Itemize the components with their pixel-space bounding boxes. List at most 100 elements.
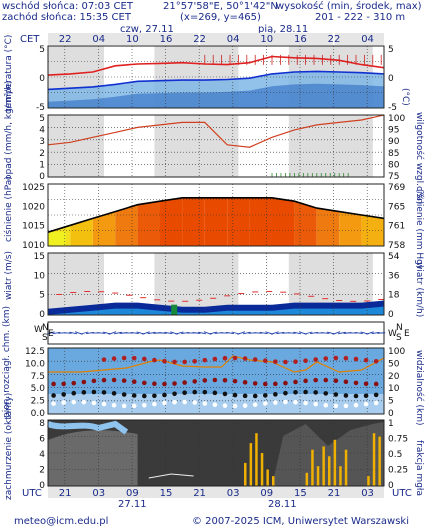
cover-tick-left: 0 [39,481,45,491]
wind-arrow [321,332,330,334]
cloud-dot [303,358,308,364]
cover-tick-right: 0.5 [388,450,402,460]
pressure-area [160,197,183,246]
bottom-hour-label: 21 [327,488,341,499]
wind-peak-bar [171,304,178,315]
fog-bar [311,449,314,486]
wind-arrow [147,331,156,335]
cloud-dot [51,381,56,387]
top-hour-label: 04 [226,34,240,45]
wind-arrow [69,331,78,335]
cloud-dot [353,393,359,399]
cloud-dot [373,400,379,406]
cover-tick-left: 2 [39,466,45,476]
cloud-dot [61,400,66,405]
wind-arrow [304,331,313,335]
fog-bar [305,472,309,486]
pres-tick-right: 761 [388,222,405,232]
cloud-dot [363,393,369,399]
wind-tick-left: 10 [34,271,46,281]
cloud-dot [232,355,238,361]
cloud-dot [121,355,127,361]
cloud-dot [252,393,258,399]
temp-tick-left: 0 [39,74,45,84]
cloud-dot [111,391,117,396]
wind-arrow [276,331,285,335]
cloud-dot [313,401,318,407]
cloud-dot [111,356,117,361]
precip-label: opad (mm/h, kg/m²/h) [4,80,14,180]
cloud-dot [242,393,248,399]
cloud-dot [293,379,298,385]
cloud-dot [343,355,349,361]
wind-arrow [237,331,246,335]
footer-email[interactable]: meteo@icm.edu.pl [14,516,109,527]
bottom-hour-label: 21 [58,488,72,499]
cloud-dot [252,402,258,408]
day-sep [332,33,335,45]
cloud-dot [121,392,127,397]
top-day2: pią, 28.11 [258,24,309,35]
pressure-area [137,201,160,246]
cloud-dot [373,381,379,387]
pressure-area [70,218,93,246]
precip-border [47,114,385,178]
cloud-dot [101,357,107,362]
cloud-dot [373,358,379,364]
precip-tick-left: 2 [39,149,45,159]
cover-tick-right: 0 [388,481,394,491]
pres-tick-left: 1015 [22,222,45,232]
cloud-dot [232,403,238,409]
pres-tick-right: 765 [388,202,405,212]
cloud-dot [373,392,379,398]
sunset-text: zachód słońca: 15:35 CET [2,12,131,23]
fog-bar [249,443,253,486]
cloud-dot [172,399,177,405]
cloud-dot [323,377,329,383]
cloud-dot [111,377,117,383]
cover-tick-right: 1 [388,419,394,429]
precip-tick-left: 3 [39,137,45,147]
fog-bar [339,466,342,486]
wdir-left-n: N [42,323,49,333]
cloud-dot [61,381,66,387]
bottom-day1: 27.11 [118,499,147,510]
bottom-hour-label: 03 [226,488,240,499]
cloud-dot [363,401,369,407]
bottom-tz-left: UTC [22,488,42,499]
precip-tick-right: 85 [388,149,399,159]
bottom-hour-label: 15 [159,488,173,499]
cloud-dot [101,377,107,383]
cloud-dot [303,378,308,384]
bottom-tz-right: UTC [392,488,412,499]
cloud-dot [81,379,87,385]
cloud-dot [192,389,198,395]
cloud-dot [252,357,258,362]
fog-bar [322,446,325,486]
precip-tick-right: 100 [388,114,405,124]
precip-tick-left: 4 [39,126,45,136]
wind-night [154,253,239,315]
cloud-dot [333,392,339,397]
cloud-dot [222,355,228,361]
cloud-dot [323,391,329,396]
temp-cold-area2 [48,83,384,108]
footer-copyright: © 2007-2025 ICM, Uniwersytet Warszawski [192,516,409,527]
height-label: wysokość (min, środek, max) [276,1,422,12]
pres-tick-right: 769 [388,183,405,193]
cloud-dot [262,393,268,398]
cloud-dot [333,355,339,361]
pressure-area [249,197,272,246]
pressure-line [47,197,385,233]
cover-tick-left: 4 [39,450,45,460]
bottom-hour-label: 03 [92,488,106,499]
top-tz: CET [20,34,40,45]
temp-tick-right: 5 [388,45,394,55]
pressure-label: ciśnienie (hPa) [4,176,14,242]
cloud-dot [242,403,248,408]
cloud-tick-right: 5 [388,397,394,407]
temp-border [47,45,385,109]
wind-arrow [181,331,190,335]
wind-arrow [52,331,61,335]
cloud-dot [283,380,288,386]
